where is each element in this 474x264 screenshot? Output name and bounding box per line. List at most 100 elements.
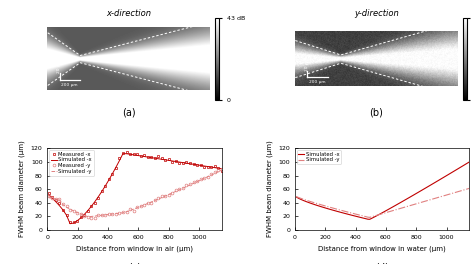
Line: Measured -x: Measured -x — [47, 151, 223, 224]
Measured -y — [212, 171, 218, 174]
Simulated -x — [367, 218, 373, 221]
Measured -y — [53, 197, 59, 200]
Measured -x — [99, 190, 105, 193]
Measured -x — [152, 156, 157, 159]
Y-axis label: FWHM beam diameter (μm): FWHM beam diameter (μm) — [266, 141, 273, 237]
Measured -x — [88, 204, 94, 208]
Simulated -y — [92, 214, 98, 218]
Measured -y — [208, 172, 214, 175]
Simulated -x — [163, 158, 168, 161]
Text: 200 μm: 200 μm — [61, 83, 78, 87]
Measured -x — [109, 172, 115, 175]
Simulated -y — [124, 210, 129, 213]
Simulated -x — [60, 209, 66, 212]
Measured -y — [152, 199, 157, 202]
Measured -x — [60, 208, 66, 211]
Measured -x — [212, 165, 218, 168]
Simulated -y — [82, 214, 87, 217]
Simulated -x — [327, 208, 332, 211]
Simulated -y — [215, 170, 221, 173]
Measured -x — [183, 161, 189, 164]
Simulated -x — [141, 155, 147, 158]
Measured -x — [124, 151, 129, 154]
Measured -y — [183, 184, 189, 187]
Measured -x — [74, 220, 80, 223]
Simulated -x — [212, 166, 218, 169]
Simulated -y — [71, 209, 76, 213]
Simulated -y — [127, 209, 133, 212]
Measured -x — [64, 214, 69, 217]
Simulated -y — [176, 188, 182, 191]
Simulated -x — [127, 153, 133, 156]
Measured -y — [201, 176, 207, 179]
Measured -y — [95, 214, 101, 217]
Measured -y — [46, 194, 52, 197]
Measured -x — [78, 216, 83, 219]
Measured -x — [155, 154, 161, 158]
Simulated -x — [74, 219, 80, 223]
Simulated -y — [166, 193, 172, 196]
Measured -x — [57, 202, 63, 205]
Simulated -y — [57, 198, 63, 201]
Measured -y — [187, 182, 193, 186]
Simulated -x — [180, 161, 186, 164]
Measured -y — [131, 210, 137, 213]
Simulated -x — [106, 178, 112, 182]
Simulated -y — [398, 207, 404, 210]
Measured -x — [198, 164, 203, 167]
Simulated -x — [398, 201, 404, 204]
Simulated -y — [384, 211, 390, 214]
Simulated -y — [64, 206, 69, 209]
Simulated -y — [117, 212, 122, 215]
Simulated -x — [173, 160, 179, 163]
Simulated -y — [163, 194, 168, 197]
Simulated -x — [201, 164, 207, 168]
Text: 20 μm: 20 μm — [57, 59, 61, 73]
Measured -x — [113, 166, 119, 169]
Simulated -y — [208, 173, 214, 177]
Measured -y — [127, 208, 133, 211]
Measured -x — [205, 166, 210, 169]
Simulated -x — [113, 166, 119, 169]
Measured -y — [99, 213, 105, 216]
Simulated -y — [155, 197, 161, 201]
Measured -y — [88, 216, 94, 220]
Measured -x — [138, 154, 144, 158]
Simulated -x — [82, 213, 87, 216]
Measured -y — [78, 212, 83, 215]
Simulated -y — [134, 206, 140, 209]
Text: 200 μm: 200 μm — [309, 80, 325, 84]
Simulated -x — [293, 196, 299, 199]
Measured -x — [102, 185, 108, 188]
Simulated -x — [183, 162, 189, 165]
Measured -y — [106, 212, 112, 215]
Simulated -y — [67, 208, 73, 211]
Measured -y — [141, 203, 147, 206]
Simulated -y — [170, 191, 175, 195]
Simulated -x — [92, 200, 98, 203]
Measured -x — [208, 166, 214, 169]
Simulated -y — [173, 190, 179, 193]
Measured -y — [67, 208, 73, 211]
Measured -x — [194, 163, 200, 166]
Measured -x — [67, 220, 73, 224]
Measured -x — [95, 196, 101, 200]
Simulated -x — [99, 190, 105, 193]
Measured -x — [71, 221, 76, 224]
Measured -y — [71, 210, 76, 213]
Simulated -x — [134, 154, 140, 157]
Simulated -x — [46, 194, 52, 197]
Measured -x — [163, 159, 168, 162]
Line: Simulated -y: Simulated -y — [296, 188, 469, 217]
Measured -y — [198, 178, 203, 181]
Simulated -y — [212, 172, 218, 175]
Measured -y — [138, 205, 144, 208]
Simulated -y — [219, 168, 225, 172]
Simulated -y — [459, 189, 465, 192]
Measured -y — [155, 197, 161, 200]
Simulated -x — [78, 216, 83, 220]
Simulated -y — [85, 215, 91, 218]
Simulated -x — [88, 205, 94, 208]
Line: Simulated -y: Simulated -y — [49, 170, 222, 216]
Simulated -x — [85, 209, 91, 212]
